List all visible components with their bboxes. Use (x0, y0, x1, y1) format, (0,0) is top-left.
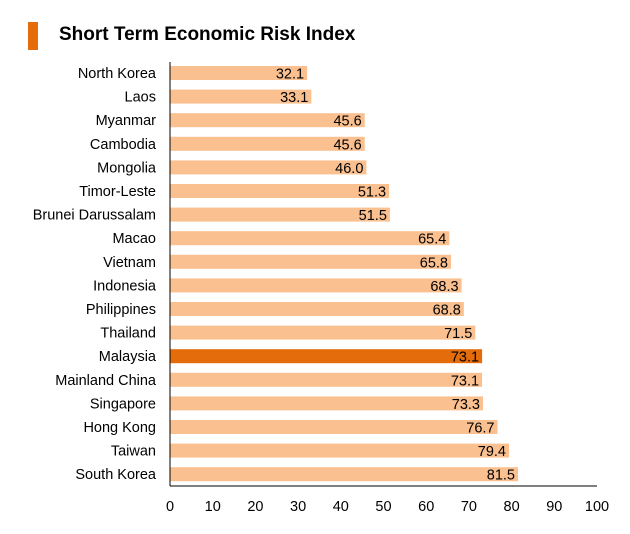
category-label: Philippines (86, 302, 156, 318)
category-label: Vietnam (103, 255, 156, 271)
bar-myanmar (170, 113, 365, 128)
bar-mongolia (170, 160, 367, 175)
category-label: Mongolia (97, 160, 157, 176)
category-label: Myanmar (96, 113, 157, 129)
data-label: 51.5 (359, 208, 387, 224)
bar-timor-leste (170, 184, 390, 198)
x-tick-label: 70 (461, 499, 477, 515)
data-label: 65.8 (420, 255, 448, 271)
chart-title: Short Term Economic Risk Index (59, 24, 356, 45)
category-label: Macao (112, 231, 156, 247)
data-label: 76.7 (466, 421, 494, 437)
bar-taiwan (170, 443, 509, 458)
data-label: 33.1 (280, 90, 308, 106)
category-label: South Korea (75, 467, 157, 483)
category-label: Indonesia (93, 278, 157, 294)
title-accent-marker (28, 22, 38, 50)
x-tick-label: 40 (333, 499, 349, 515)
category-label: Timor-Leste (79, 184, 156, 200)
bar-south-korea (170, 467, 518, 482)
data-label: 73.1 (451, 350, 479, 366)
category-label: Singapore (90, 396, 156, 412)
data-label: 73.3 (452, 397, 480, 413)
data-label: 71.5 (444, 326, 472, 342)
category-label: Laos (125, 90, 156, 106)
data-label: 68.8 (433, 303, 461, 319)
category-label: North Korea (78, 66, 157, 82)
bar-brunei-darussalam (170, 207, 390, 222)
category-label: Taiwan (111, 444, 156, 460)
category-label: Mainland China (55, 373, 157, 389)
data-label: 65.4 (418, 232, 446, 248)
data-label: 68.3 (430, 279, 458, 295)
bar-cambodia (170, 136, 365, 151)
category-label: Cambodia (90, 137, 157, 153)
category-label: Malaysia (99, 349, 157, 365)
data-label: 45.6 (333, 137, 361, 153)
data-label: 46.0 (335, 161, 363, 177)
bar-philippines (170, 302, 464, 316)
bar-malaysia (170, 349, 483, 364)
category-label: Hong Kong (83, 420, 156, 436)
x-tick-label: 10 (205, 499, 221, 515)
bar-mainland-china (170, 372, 483, 387)
data-label: 51.3 (358, 185, 386, 201)
x-tick-label: 50 (375, 499, 391, 515)
category-label: Thailand (100, 326, 156, 342)
bar-thailand (170, 325, 476, 340)
data-label: 45.6 (333, 114, 361, 130)
data-label: 81.5 (487, 468, 515, 484)
bar-north-korea (170, 66, 308, 80)
x-tick-label: 30 (290, 499, 306, 515)
data-label: 73.1 (451, 373, 479, 389)
x-tick-label: 100 (585, 499, 609, 515)
bar-laos (170, 89, 312, 104)
x-tick-label: 60 (418, 499, 434, 515)
bar-macao (170, 231, 450, 246)
data-label: 32.1 (276, 67, 304, 83)
x-tick-label: 80 (504, 499, 520, 515)
x-tick-label: 0 (166, 499, 174, 515)
bar-indonesia (170, 278, 462, 293)
bar-singapore (170, 396, 483, 411)
x-tick-label: 20 (247, 499, 263, 515)
category-label: Brunei Darussalam (33, 208, 156, 224)
bar-hong-kong (170, 420, 498, 434)
data-label: 79.4 (478, 444, 506, 460)
bar-vietnam (170, 254, 451, 269)
x-tick-label: 90 (546, 499, 562, 515)
